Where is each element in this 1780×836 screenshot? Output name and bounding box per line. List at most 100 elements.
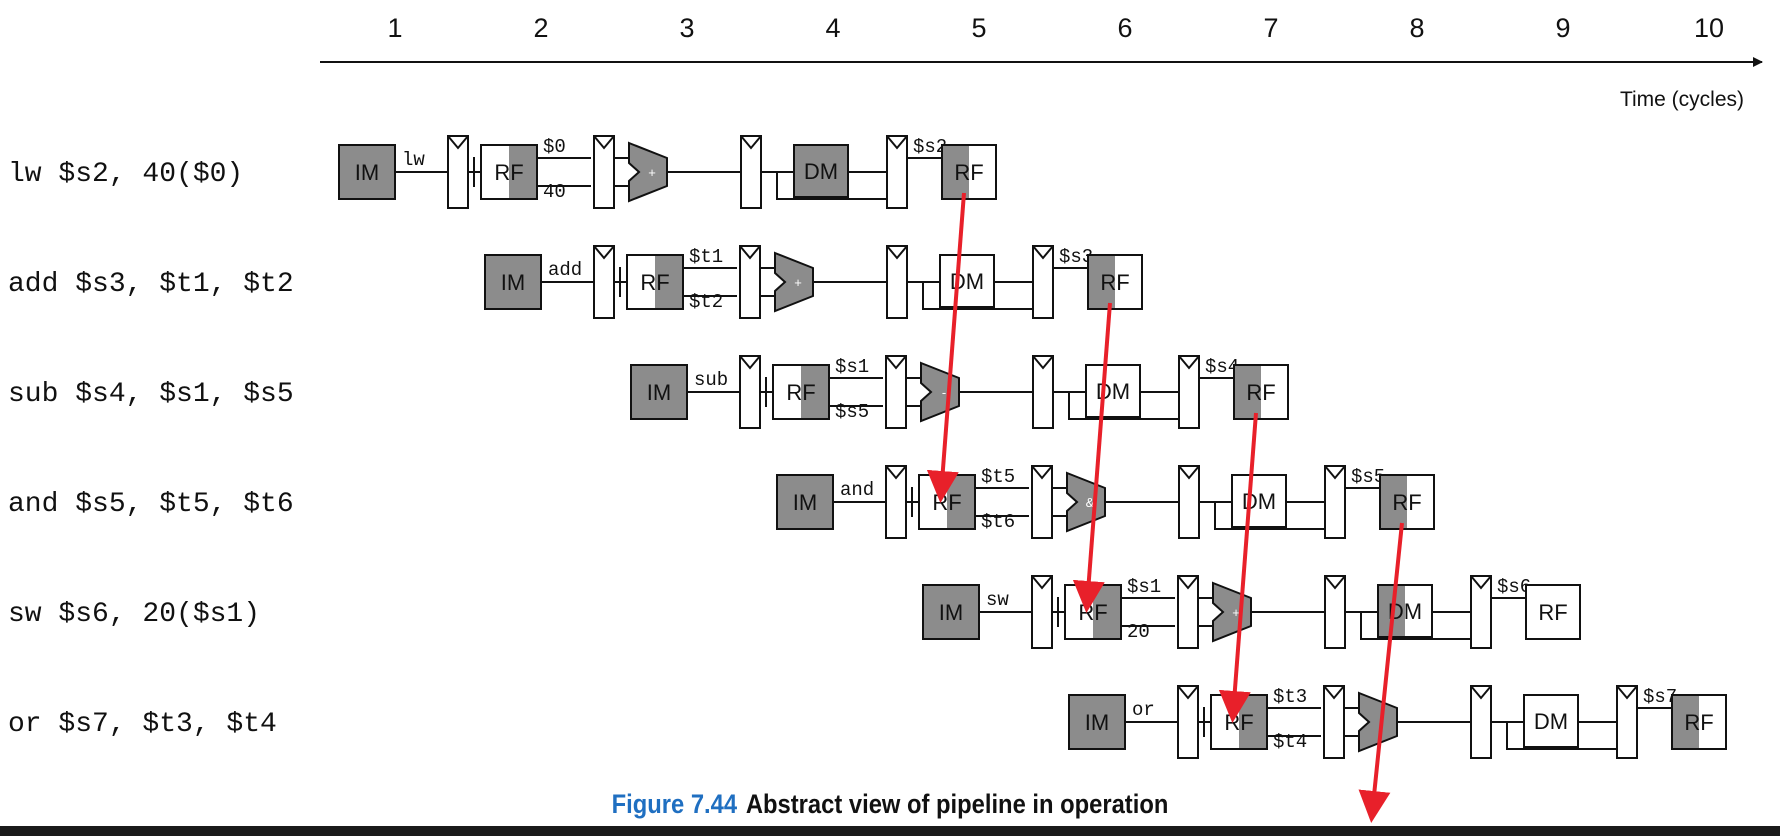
bypass-wire [1506,722,1617,750]
cycle-number: 10 [1694,13,1724,43]
read-operand-b: 20 [1127,621,1150,643]
clock-notch [1178,465,1200,480]
pipeline-rows: lw $s2, 40($0) IM lw RF $0 40 + DM $s2 RF add $s3,… [8,135,1727,759]
pipeline-register [1032,245,1054,319]
rf-label: RF [932,490,961,515]
rf-label: RF [1246,380,1275,405]
clock-notch [1324,575,1346,590]
alu-symbol: + [1232,605,1240,620]
opcode-label: sw [986,589,1009,611]
dm-block [939,254,995,308]
bypass-wire [922,282,1033,310]
hazard-arrow [1358,522,1404,823]
clock-notch [886,245,908,260]
im-block [630,364,688,420]
pipeline-register [1031,465,1053,539]
pipeline-register [593,135,615,209]
read-operand-a: $s1 [835,356,869,378]
instruction-text: or $s7, $t3, $t4 [8,709,277,740]
im-block [776,474,834,530]
dest-register: $s7 [1643,686,1677,708]
rf-read-shading [655,256,682,308]
clock-notch [1323,685,1345,700]
hazard-arrow [926,192,966,503]
pipeline-register [885,355,907,429]
clock-notch [886,135,908,150]
clock-notch [593,245,615,260]
opcode-label: add [548,259,582,281]
dest-register: $s5 [1351,466,1385,488]
clock-notch [739,355,761,370]
clock-notch [593,135,615,150]
pipeline-register [1324,465,1346,539]
rf-label: RF [640,270,669,295]
pipeline-register [1178,355,1200,429]
dest-register: $s4 [1205,356,1239,378]
opcode-label: and [840,479,874,501]
bottom-bar [0,826,1780,836]
read-operand-a: $t3 [1273,686,1307,708]
rf-label: RF [1078,600,1107,625]
read-operand-a: $0 [543,136,566,158]
pipeline-register [739,245,761,319]
cycle-number: 9 [1555,13,1570,43]
rf-write-shading [1235,366,1261,418]
clock-notch [1031,575,1053,590]
figure-caption: Figure 7.44 Abstract view of pipeline in … [107,789,1673,819]
dm-label: DM [804,159,838,184]
alu-symbol: + [648,165,656,180]
cycle-number: 3 [679,13,694,43]
alu-block [1358,691,1398,753]
rf-read-shading [509,146,536,198]
rf-label: RF [1224,710,1253,735]
figure-title: Abstract view of pipeline in operation [745,789,1169,819]
cycle-number: 5 [971,13,986,43]
clock-notch [1178,355,1200,370]
clock-notch [1032,355,1054,370]
im-label: IM [939,600,963,625]
clock-notch [740,135,762,150]
cycle-number: 1 [387,13,402,43]
pipeline-register [1323,685,1345,759]
hazard-arrows [926,192,1404,823]
pipeline-register [886,135,908,209]
rf-write-shading [943,146,969,198]
read-operand-b: $t6 [981,511,1015,533]
instruction-text: add $s3, $t1, $t2 [8,269,294,300]
read-operand-a: $s1 [1127,576,1161,598]
pipeline-register [1470,575,1492,649]
pipeline-register [1616,685,1638,759]
read-operand-a: $t1 [689,246,723,268]
rf-write-shading [1089,256,1115,308]
alu-block [920,361,960,423]
rf-label: RF [1392,490,1421,515]
time-axis-label: Time (cycles) [1620,88,1744,111]
clock-notch [739,245,761,260]
rf-label: RF [1100,270,1129,295]
rf-label: RF [494,160,523,185]
opcode-label: lw [402,149,425,171]
bypass-wire [776,172,887,200]
im-block [922,584,980,640]
dest-register: $s3 [1059,246,1093,268]
rf-label: RF [1538,600,1567,625]
rf-label: RF [1684,710,1713,735]
clock-notch [1032,245,1054,260]
read-operand-b: $t4 [1273,731,1307,753]
clock-notch [1324,465,1346,480]
bypass-wire [1360,612,1471,640]
rf-write-shading [1381,476,1407,528]
rf-write-shading [1673,696,1699,748]
cycle-number: 8 [1409,13,1424,43]
clock-notch [1470,575,1492,590]
dest-register: $s6 [1497,576,1531,598]
im-label: IM [501,270,525,295]
alu-symbol: & [1086,495,1095,510]
time-axis: 1 2 3 4 5 6 7 8 9 10 Time (cycles) [320,13,1763,111]
im-block [1068,694,1126,750]
figure-number: Figure 7.44 [611,789,738,819]
